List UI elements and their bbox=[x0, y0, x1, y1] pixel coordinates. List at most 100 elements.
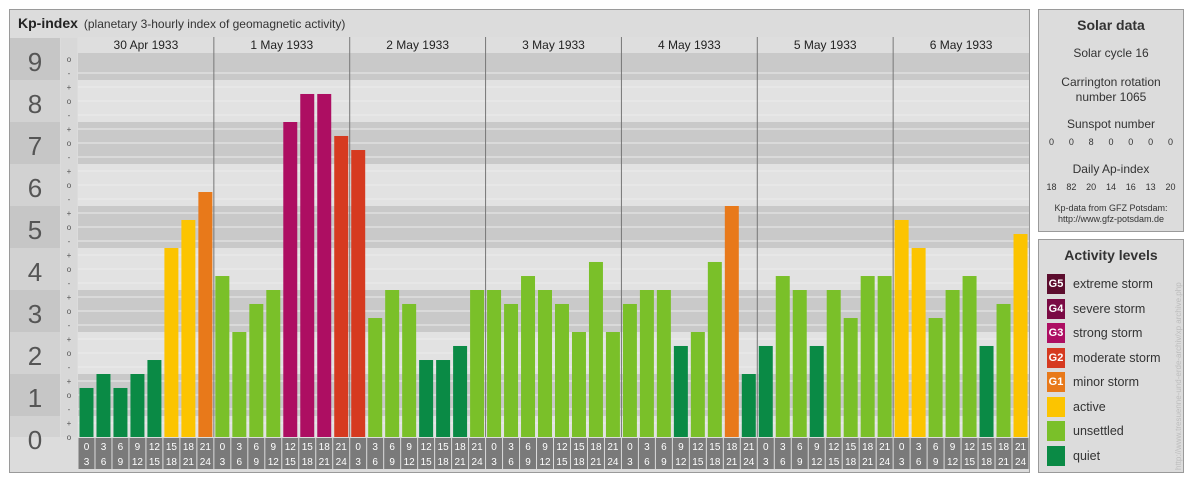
sub-tick-label: - bbox=[68, 195, 71, 204]
interval-cell bbox=[740, 438, 757, 469]
kp-bar bbox=[588, 261, 603, 437]
y-tick-label: 5 bbox=[28, 215, 42, 245]
day-label: 1 May 1933 bbox=[250, 38, 313, 52]
interval-start-label: 9 bbox=[406, 442, 412, 453]
sub-tick-label: + bbox=[67, 167, 72, 176]
day-label: 2 May 1933 bbox=[386, 38, 449, 52]
interval-start-label: 3 bbox=[916, 442, 922, 453]
kp-bar bbox=[215, 276, 230, 437]
interval-start-label: 15 bbox=[573, 442, 585, 453]
interval-start-label: 6 bbox=[933, 442, 939, 453]
interval-cell bbox=[910, 438, 927, 469]
interval-start-label: 12 bbox=[149, 442, 161, 453]
sub-tick-label: o bbox=[67, 97, 72, 106]
sub-tick-label: o bbox=[67, 433, 72, 442]
interval-end-label: 9 bbox=[661, 457, 667, 468]
legend-swatch: G3 bbox=[1047, 323, 1065, 343]
kp-bar bbox=[571, 332, 586, 437]
interval-end-label: 15 bbox=[149, 457, 161, 468]
interval-end-label: 24 bbox=[1015, 457, 1027, 468]
kp-bar bbox=[690, 332, 705, 437]
legend-swatch: G1 bbox=[1047, 372, 1065, 392]
interval-cell bbox=[265, 438, 282, 469]
interval-start-label: 15 bbox=[166, 442, 178, 453]
interval-start-label: 18 bbox=[319, 442, 331, 453]
interval-end-label: 18 bbox=[438, 457, 450, 468]
interval-start-label: 18 bbox=[183, 442, 195, 453]
kp-bar bbox=[181, 219, 196, 437]
interval-start-label: 15 bbox=[438, 442, 450, 453]
source-link[interactable]: http://www.gfz-potsdam.de bbox=[1057, 214, 1165, 224]
sub-tick-label: o bbox=[67, 181, 72, 190]
watermark-text: http://www.tresuenne-und-erde-archiv/xp … bbox=[1174, 282, 1183, 470]
kp-bar bbox=[521, 276, 536, 437]
kp-bar bbox=[945, 290, 960, 437]
y-tick-label: 3 bbox=[28, 299, 42, 329]
sub-tick-label: + bbox=[67, 293, 72, 302]
legend-swatch bbox=[1047, 396, 1065, 417]
ap-label: Daily Ap-index bbox=[1072, 162, 1150, 176]
ap-value: 20 bbox=[1165, 182, 1176, 192]
sub-tick-label: + bbox=[67, 251, 72, 260]
legend-item: G2 moderate storm bbox=[1047, 347, 1161, 368]
kp-bar bbox=[249, 303, 264, 437]
interval-end-label: 21 bbox=[726, 457, 738, 468]
interval-end-label: 21 bbox=[319, 457, 331, 468]
y-axis-band bbox=[10, 206, 60, 248]
interval-cell bbox=[469, 438, 486, 469]
legend-item: active bbox=[1047, 396, 1106, 417]
interval-start-label: 3 bbox=[237, 442, 243, 453]
interval-cell bbox=[961, 438, 978, 469]
interval-cell bbox=[927, 438, 944, 469]
interval-start-label: 6 bbox=[525, 442, 531, 453]
interval-end-label: 3 bbox=[627, 457, 633, 468]
sub-tick-label: - bbox=[68, 111, 71, 120]
interval-end-label: 6 bbox=[916, 457, 922, 468]
kp-bar bbox=[843, 318, 858, 437]
ap-value: 13 bbox=[1145, 182, 1156, 192]
interval-start-label: 0 bbox=[899, 442, 905, 453]
interval-end-label: 15 bbox=[692, 457, 704, 468]
interval-cell bbox=[435, 438, 452, 469]
kp-bar bbox=[164, 248, 179, 437]
interval-end-label: 21 bbox=[862, 457, 874, 468]
day-label: 6 May 1933 bbox=[930, 38, 993, 52]
sub-tick-label: o bbox=[67, 55, 72, 64]
interval-end-label: 21 bbox=[998, 457, 1010, 468]
kp-bar bbox=[419, 360, 434, 437]
interval-cell bbox=[689, 438, 706, 469]
kp-bar bbox=[351, 150, 366, 437]
kp-bar bbox=[1013, 234, 1028, 437]
interval-start-label: 18 bbox=[998, 442, 1010, 453]
interval-end-label: 21 bbox=[590, 457, 602, 468]
interval-end-label: 24 bbox=[743, 457, 755, 468]
interval-cell bbox=[808, 438, 825, 469]
interval-start-label: 9 bbox=[135, 442, 141, 453]
interval-cell bbox=[350, 438, 367, 469]
kp-bar bbox=[792, 290, 807, 437]
interval-cell bbox=[180, 438, 197, 469]
kp-bar bbox=[962, 276, 977, 437]
interval-cell bbox=[231, 438, 248, 469]
kp-bar bbox=[334, 135, 349, 437]
y-axis-band bbox=[10, 248, 60, 290]
sunspot-value: 8 bbox=[1088, 137, 1094, 147]
y-axis-band bbox=[10, 332, 60, 374]
ap-value: 20 bbox=[1086, 182, 1097, 192]
interval-cell bbox=[503, 438, 520, 469]
kp-bar bbox=[402, 303, 417, 437]
interval-end-label: 15 bbox=[556, 457, 568, 468]
kp-bar bbox=[894, 219, 909, 437]
interval-start-label: 9 bbox=[950, 442, 956, 453]
interval-cell bbox=[944, 438, 961, 469]
chart-title: Kp-index (planetary 3-hourly index of geo… bbox=[18, 15, 345, 31]
source-line1: Kp-data from GFZ Potsdam: bbox=[1054, 203, 1168, 213]
interval-cell bbox=[621, 438, 638, 469]
day-label: 5 May 1933 bbox=[794, 38, 857, 52]
interval-end-label: 21 bbox=[455, 457, 467, 468]
kp-bar bbox=[707, 261, 722, 437]
chart-title-text: Kp-index bbox=[18, 15, 78, 31]
legend-swatch: G2 bbox=[1047, 347, 1065, 368]
sunspot-value: 0 bbox=[1068, 137, 1074, 147]
interval-cell bbox=[638, 438, 655, 469]
